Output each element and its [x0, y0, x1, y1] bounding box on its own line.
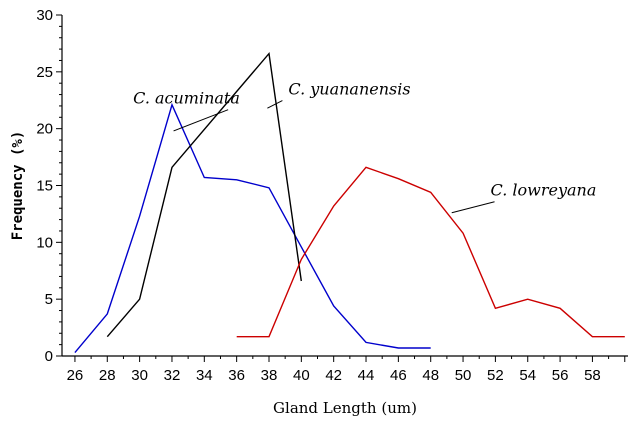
x-tick-label: 42: [325, 367, 342, 384]
annotation-leader: [267, 100, 283, 109]
y-tick-label: 25: [36, 64, 53, 81]
y-axis-ticks: 0 5 10 15 20 25 30: [36, 7, 62, 365]
x-axis-ticks: 26 28 30 32 34 36 38 40 42 44 46 48 50 52 54 56 58: [67, 356, 626, 384]
y-tick-label: 15: [36, 178, 53, 195]
annotation-label: C. yuananensis: [288, 80, 410, 99]
x-tick-label: 58: [584, 367, 601, 384]
x-axis-title: Gland Length (um): [273, 399, 417, 417]
x-tick-label: 34: [196, 367, 213, 384]
x-tick-label: 44: [358, 367, 375, 384]
x-tick-label: 30: [131, 367, 148, 384]
series-line-1: [106, 51, 302, 338]
x-tick-label: 50: [455, 367, 472, 384]
y-tick-label: 20: [36, 121, 53, 138]
y-axis-title: Frequency (%): [10, 131, 26, 241]
x-tick-label: 32: [164, 367, 181, 384]
x-tick-label: 56: [552, 367, 569, 384]
annotation-leader: [173, 109, 229, 132]
y-tick-label: 30: [36, 7, 53, 24]
y-tick-label: 0: [45, 348, 53, 365]
x-tick-label: 36: [228, 367, 245, 384]
x-tick-label: 46: [390, 367, 407, 384]
annotation-label: C. lowreyana: [491, 181, 597, 200]
y-tick-label: 10: [36, 234, 53, 251]
series-annotations: C. acuminata C. yuananensis C. lowreyana: [133, 80, 597, 214]
series-lines: [74, 51, 625, 354]
x-tick-label: 26: [67, 367, 84, 384]
x-tick-label: 48: [422, 367, 439, 384]
x-tick-label: 38: [261, 367, 278, 384]
annotation-leader: [451, 201, 495, 214]
x-tick-label: 54: [519, 367, 536, 384]
x-tick-label: 28: [99, 367, 116, 384]
x-tick-label: 40: [293, 367, 310, 384]
y-tick-label: 5: [45, 291, 53, 308]
annotation-label: C. acuminata: [133, 89, 240, 108]
series-line-0: [74, 102, 431, 354]
x-tick-label: 52: [487, 367, 504, 384]
series-line-2: [236, 166, 625, 338]
